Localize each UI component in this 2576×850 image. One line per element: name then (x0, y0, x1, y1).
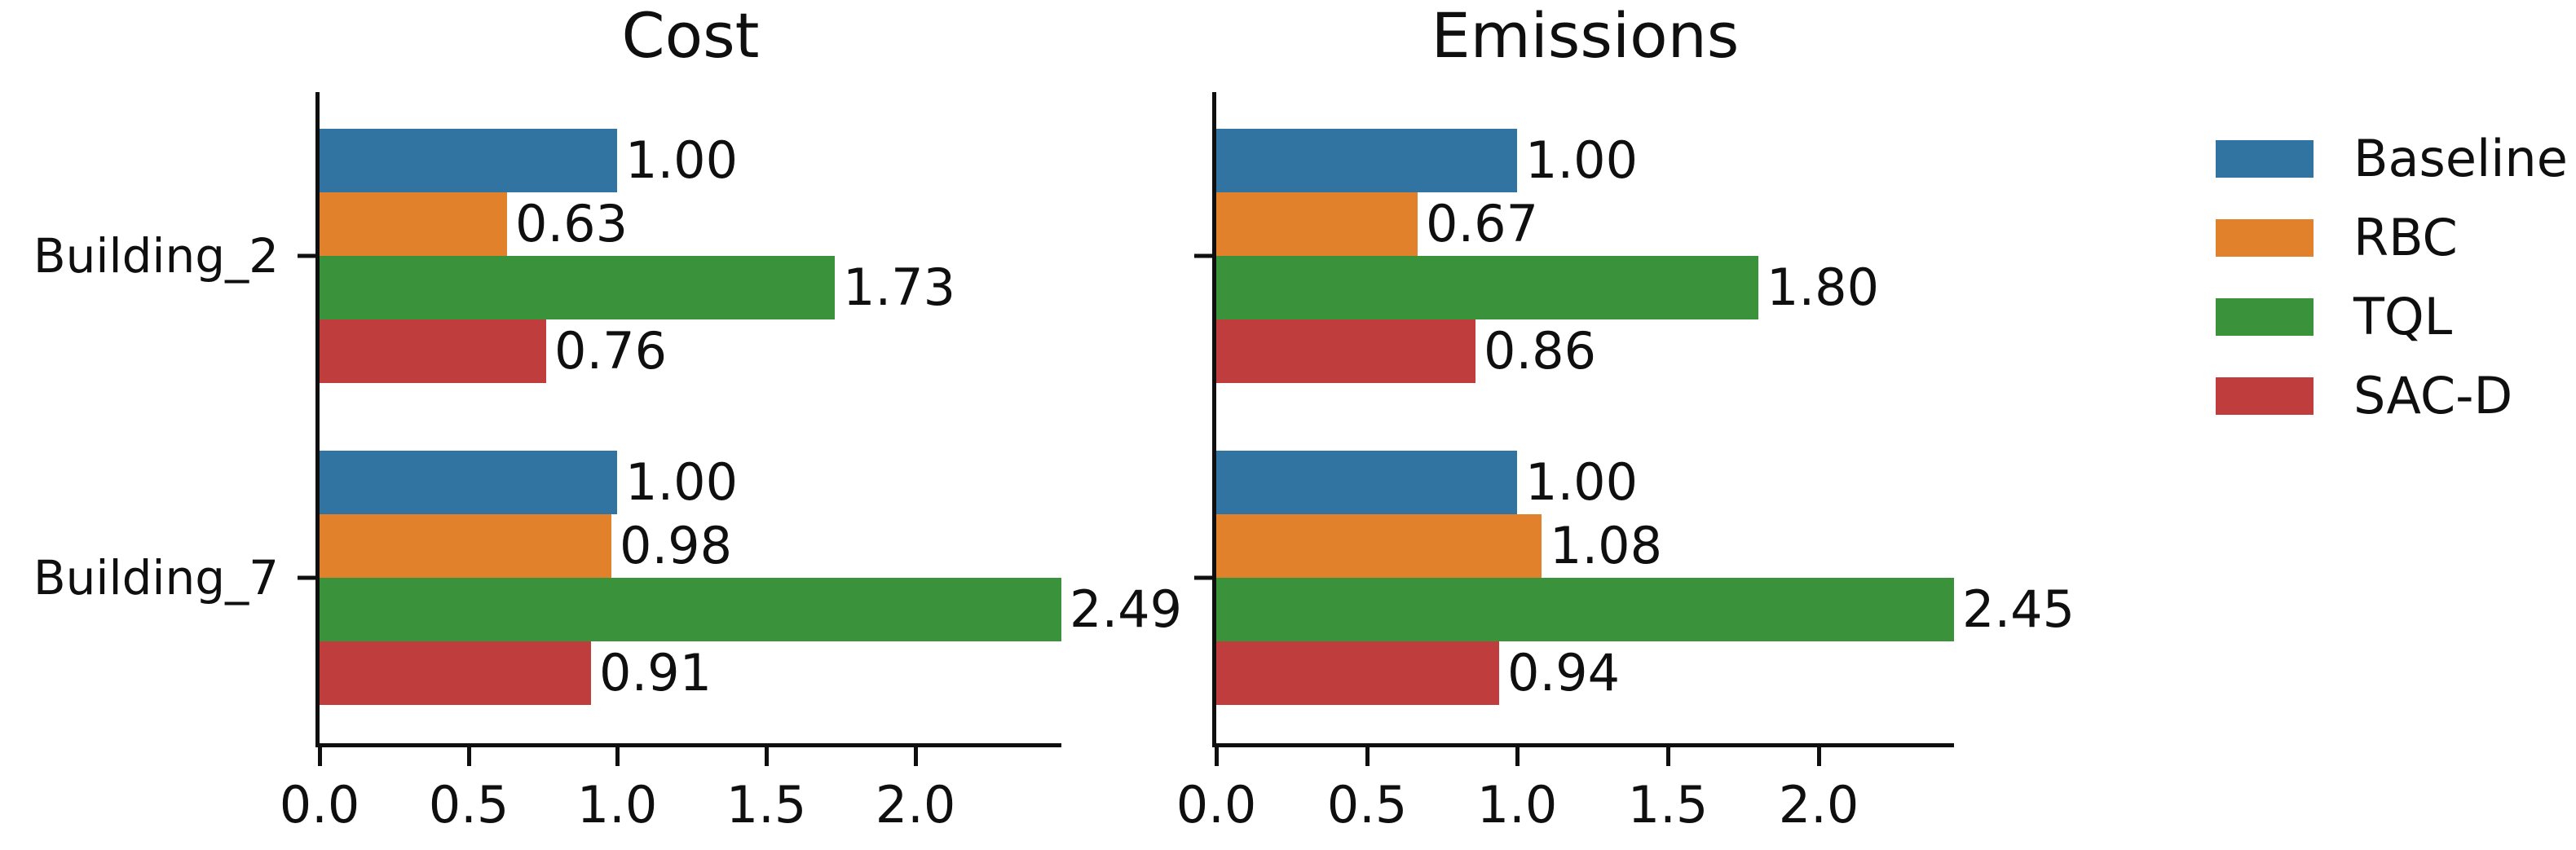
bar-rbc-building_7 (320, 514, 611, 578)
x-tick-label: 1.0 (1476, 775, 1558, 835)
x-tick-label: 1.5 (726, 775, 807, 835)
bar-value-label: 0.63 (515, 194, 629, 253)
bar-value-label: 2.49 (1070, 579, 1183, 639)
bar-value-label: 1.00 (625, 452, 739, 512)
bar-rbc-building_2 (320, 192, 507, 256)
x-tick-label: 0.0 (1176, 775, 1257, 835)
bar-sac-d-building_2 (320, 319, 546, 383)
x-tick (914, 747, 918, 766)
bar-value-label: 0.91 (599, 643, 712, 702)
axes-cost: 1.00 0.63 1.73 0.76 1.00 0.98 2.49 0.91 0.0 0.5 1.… (280, 92, 1182, 830)
x-tick (1666, 747, 1670, 766)
y-axis-spine (1212, 92, 1216, 747)
x-tick (1515, 747, 1520, 766)
legend-swatch-tql (2216, 298, 2314, 336)
x-tick (318, 747, 322, 766)
legend-swatch-baseline (2216, 140, 2314, 178)
y-tick (1194, 575, 1212, 580)
legend-label: TQL (2353, 287, 2453, 346)
x-tick (1215, 747, 1219, 766)
x-axis-spine (1212, 743, 1954, 747)
legend-label: RBC (2353, 208, 2458, 267)
bar-value-label: 0.86 (1484, 321, 1597, 381)
category-label-building_2: Building_2 (33, 228, 279, 284)
legend-row-sac-d: SAC-D (2216, 371, 2568, 421)
bar-value-label: 1.00 (1525, 452, 1639, 512)
x-axis-spine (315, 743, 1061, 747)
bar-tql-building_2 (1216, 256, 1758, 319)
x-tick (1365, 747, 1370, 766)
bar-baseline-building_7 (1216, 451, 1517, 514)
axes-emissions: 1.00 0.67 1.80 0.86 1.00 1.08 2.45 0.94 0.0 0.5 1.… (1176, 92, 2075, 830)
bar-rbc-building_2 (1216, 192, 1418, 256)
bar-value-label: 0.76 (554, 321, 668, 381)
bar-tql-building_7 (1216, 578, 1954, 641)
legend-swatch-rbc (2216, 219, 2314, 257)
bar-value-label: 0.98 (620, 516, 733, 575)
x-tick-label: 2.0 (1778, 775, 1859, 835)
x-tick-label: 1.5 (1627, 775, 1709, 835)
legend-row-tql: TQL (2216, 292, 2568, 342)
x-tick-label: 2.0 (875, 775, 956, 835)
x-tick (1817, 747, 1821, 766)
bar-tql-building_7 (320, 578, 1061, 641)
x-tick-label: 0.0 (279, 775, 360, 835)
bar-value-label: 0.94 (1507, 643, 1621, 702)
bar-baseline-building_7 (320, 451, 617, 514)
y-axis-spine (315, 92, 320, 747)
legend-row-baseline: Baseline (2216, 134, 2568, 184)
y-tick (298, 253, 315, 258)
x-tick (467, 747, 471, 766)
bar-sac-d-building_7 (320, 641, 591, 705)
category-label-building_7: Building_7 (33, 550, 279, 606)
bar-value-label: 1.08 (1550, 516, 1663, 575)
x-tick (615, 747, 620, 766)
bar-value-label: 0.67 (1426, 194, 1539, 253)
bar-sac-d-building_2 (1216, 319, 1475, 383)
bar-baseline-building_2 (1216, 129, 1517, 192)
legend-swatch-sac-d (2216, 377, 2314, 415)
legend-label: Baseline (2353, 129, 2568, 188)
x-tick-label: 0.5 (428, 775, 509, 835)
bar-sac-d-building_7 (1216, 641, 1499, 705)
bar-value-label: 1.00 (625, 130, 739, 190)
plot-title-cost: Cost (621, 0, 760, 72)
legend-label: SAC-D (2353, 366, 2513, 425)
x-tick-label: 1.0 (576, 775, 658, 835)
bar-baseline-building_2 (320, 129, 617, 192)
x-tick (765, 747, 769, 766)
bar-value-label: 1.80 (1767, 258, 1880, 317)
bar-value-label: 1.00 (1525, 130, 1639, 190)
legend-row-rbc: RBC (2216, 213, 2568, 263)
x-tick-label: 0.5 (1326, 775, 1408, 835)
y-tick (1194, 253, 1212, 258)
bar-value-label: 2.45 (1962, 579, 2075, 639)
plot-title-emissions: Emissions (1431, 0, 1740, 72)
bar-rbc-building_7 (1216, 514, 1542, 578)
y-tick (298, 575, 315, 580)
bar-value-label: 1.73 (843, 258, 956, 317)
legend: Baseline RBC TQL SAC-D (2216, 134, 2568, 456)
bar-tql-building_2 (320, 256, 835, 319)
